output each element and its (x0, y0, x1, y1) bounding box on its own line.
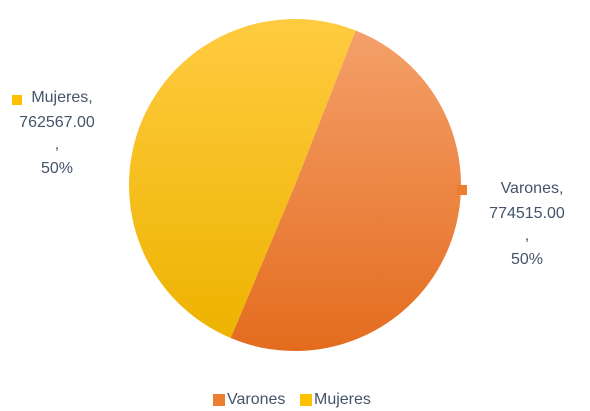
data-label-percent: 50% (511, 251, 543, 268)
legend-label: Varones (227, 391, 285, 408)
label-key (457, 185, 467, 195)
separator: , (88, 89, 92, 106)
legend-label: Mujeres (314, 391, 371, 408)
separator: , (525, 227, 529, 244)
separator: , (559, 180, 563, 197)
data-label-name: Mujeres, (31, 89, 92, 106)
category-name: Varones (501, 180, 559, 197)
data-label-value: 774515.00 (489, 205, 565, 222)
category-name: Mujeres (31, 89, 88, 106)
legend-swatch (213, 394, 225, 406)
data-label-name: Varones, (501, 180, 564, 197)
separator: , (55, 136, 59, 153)
pie-slice (230, 30, 462, 352)
pie-slice (129, 19, 356, 339)
data-label-value: 762567.00 (19, 114, 95, 131)
legend-swatch (300, 394, 312, 406)
label-key (12, 95, 22, 105)
data-label-percent: 50% (41, 160, 73, 177)
